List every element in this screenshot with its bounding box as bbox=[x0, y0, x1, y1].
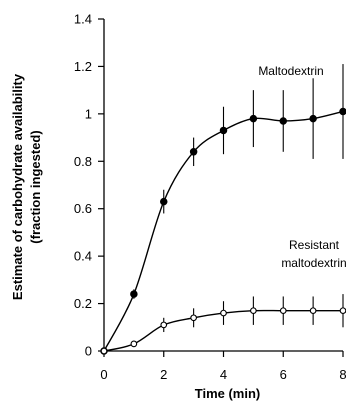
series-resistant-maltodextrin: Resistant maltodextrin bbox=[100, 238, 346, 355]
y-tick-label: 1.4 bbox=[74, 12, 92, 27]
data-point bbox=[309, 114, 317, 123]
ticks: 0 0.2 0.4 0.6 0.8 1 1.2 1.4 0 2 4 6 8 bbox=[74, 12, 346, 383]
data-point bbox=[309, 307, 317, 315]
data-point bbox=[279, 307, 287, 315]
series-label: Maltodextrin bbox=[258, 64, 323, 78]
data-point bbox=[339, 107, 346, 116]
x-tick-label: 6 bbox=[280, 367, 287, 382]
data-point bbox=[130, 290, 138, 298]
x-tick-label: 2 bbox=[160, 367, 167, 382]
labels: Time (min) Estimate of carbohydrate avai… bbox=[10, 73, 260, 401]
y-axis-title: Estimate of carbohydrate availability (f… bbox=[10, 73, 43, 300]
data-point bbox=[249, 114, 258, 123]
y-tick-label: 0.8 bbox=[74, 154, 92, 169]
y-tick-label: 0.6 bbox=[74, 201, 92, 216]
data-point bbox=[279, 117, 287, 125]
y-axis-title-line-2: (fraction ingested) bbox=[28, 130, 43, 243]
x-tick-label: 0 bbox=[100, 367, 107, 382]
data-point bbox=[160, 197, 168, 206]
series-label: maltodextrin bbox=[281, 256, 346, 270]
y-tick-label: 0.4 bbox=[74, 249, 92, 264]
series-label: Resistant bbox=[289, 238, 340, 252]
y-tick-label: 1 bbox=[85, 106, 92, 121]
y-tick-label: 0 bbox=[85, 344, 92, 359]
data-point bbox=[190, 314, 197, 322]
y-tick-label: 1.2 bbox=[74, 59, 92, 74]
data-point bbox=[130, 340, 138, 348]
data-point bbox=[100, 347, 108, 355]
y-axis-title-line-1: Estimate of carbohydrate availability bbox=[10, 73, 25, 300]
data-point bbox=[160, 321, 168, 329]
x-axis-title: Time (min) bbox=[195, 386, 261, 401]
data-point bbox=[339, 307, 346, 315]
data-point bbox=[220, 309, 227, 317]
data-point bbox=[250, 307, 257, 315]
data-point bbox=[219, 126, 228, 135]
x-tick-label: 8 bbox=[339, 367, 346, 382]
x-tick-label: 4 bbox=[220, 367, 227, 382]
y-tick-label: 0.2 bbox=[74, 296, 92, 311]
series-layer: Maltodextrin Resistant maltodextrin bbox=[100, 64, 346, 355]
data-point bbox=[189, 148, 198, 156]
